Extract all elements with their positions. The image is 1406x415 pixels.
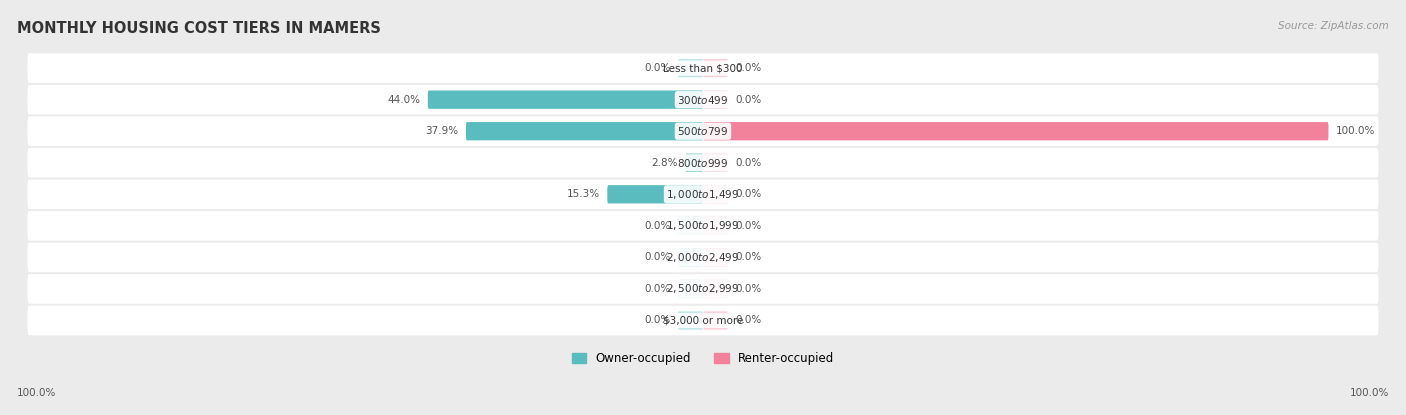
Text: Less than $300: Less than $300	[664, 63, 742, 73]
FancyBboxPatch shape	[678, 59, 703, 77]
FancyBboxPatch shape	[28, 274, 1378, 304]
Text: 0.0%: 0.0%	[644, 221, 671, 231]
FancyBboxPatch shape	[703, 185, 728, 203]
Text: $3,000 or more: $3,000 or more	[662, 315, 744, 325]
Text: 100.0%: 100.0%	[17, 388, 56, 398]
FancyBboxPatch shape	[703, 248, 728, 266]
Text: $2,500 to $2,999: $2,500 to $2,999	[666, 283, 740, 295]
FancyBboxPatch shape	[678, 311, 703, 330]
Text: 100.0%: 100.0%	[1350, 388, 1389, 398]
Text: $1,500 to $1,999: $1,500 to $1,999	[666, 220, 740, 232]
Text: 0.0%: 0.0%	[735, 284, 762, 294]
FancyBboxPatch shape	[28, 148, 1378, 178]
Text: $2,000 to $2,499: $2,000 to $2,499	[666, 251, 740, 264]
Text: 0.0%: 0.0%	[644, 284, 671, 294]
Text: $500 to $799: $500 to $799	[678, 125, 728, 137]
Text: $1,000 to $1,499: $1,000 to $1,499	[666, 188, 740, 201]
Text: 2.8%: 2.8%	[651, 158, 678, 168]
Text: 100.0%: 100.0%	[1336, 126, 1375, 136]
Text: 44.0%: 44.0%	[387, 95, 420, 105]
Text: 0.0%: 0.0%	[735, 158, 762, 168]
FancyBboxPatch shape	[28, 116, 1378, 146]
FancyBboxPatch shape	[703, 154, 728, 172]
Text: 37.9%: 37.9%	[426, 126, 458, 136]
FancyBboxPatch shape	[28, 85, 1378, 115]
Text: 0.0%: 0.0%	[735, 252, 762, 262]
Text: 0.0%: 0.0%	[735, 315, 762, 325]
Text: 0.0%: 0.0%	[735, 221, 762, 231]
FancyBboxPatch shape	[703, 122, 1329, 140]
FancyBboxPatch shape	[703, 311, 728, 330]
Text: 0.0%: 0.0%	[735, 95, 762, 105]
FancyBboxPatch shape	[703, 59, 728, 77]
Text: 0.0%: 0.0%	[644, 315, 671, 325]
FancyBboxPatch shape	[427, 90, 703, 109]
Text: 0.0%: 0.0%	[644, 252, 671, 262]
Text: MONTHLY HOUSING COST TIERS IN MAMERS: MONTHLY HOUSING COST TIERS IN MAMERS	[17, 21, 381, 36]
FancyBboxPatch shape	[703, 90, 728, 109]
FancyBboxPatch shape	[678, 280, 703, 298]
Text: 0.0%: 0.0%	[644, 63, 671, 73]
Text: $800 to $999: $800 to $999	[678, 157, 728, 169]
Text: 0.0%: 0.0%	[735, 63, 762, 73]
FancyBboxPatch shape	[678, 217, 703, 235]
FancyBboxPatch shape	[703, 217, 728, 235]
FancyBboxPatch shape	[28, 306, 1378, 335]
FancyBboxPatch shape	[28, 211, 1378, 241]
FancyBboxPatch shape	[465, 122, 703, 140]
FancyBboxPatch shape	[703, 280, 728, 298]
Text: Source: ZipAtlas.com: Source: ZipAtlas.com	[1278, 21, 1389, 31]
FancyBboxPatch shape	[28, 53, 1378, 83]
Text: 0.0%: 0.0%	[735, 189, 762, 199]
Legend: Owner-occupied, Renter-occupied: Owner-occupied, Renter-occupied	[567, 348, 839, 370]
FancyBboxPatch shape	[678, 248, 703, 266]
FancyBboxPatch shape	[607, 185, 703, 203]
Text: 15.3%: 15.3%	[567, 189, 600, 199]
FancyBboxPatch shape	[28, 243, 1378, 272]
FancyBboxPatch shape	[28, 179, 1378, 209]
Text: $300 to $499: $300 to $499	[678, 94, 728, 106]
FancyBboxPatch shape	[686, 154, 703, 172]
